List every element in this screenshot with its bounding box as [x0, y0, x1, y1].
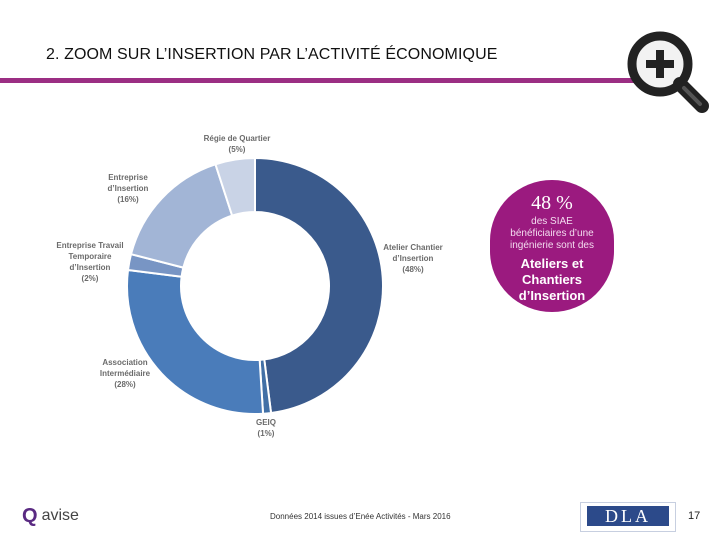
dla-logo-text: DLA	[587, 506, 669, 526]
avise-logo-word: avise	[41, 507, 79, 524]
slice-label-5: Régie de Quartier (5%)	[204, 134, 271, 154]
slice-label-4: Entreprise d’Insertion (16%)	[108, 173, 149, 204]
avise-logo-mark: Q	[22, 504, 38, 527]
slice-label-0: Atelier Chantier d’Insertion (48%)	[383, 243, 443, 274]
slide-title: 2. ZOOM SUR L’INSERTION PAR L’ACTIVITÉ É…	[46, 46, 498, 63]
slice-label-2: Association Intermédiaire (28%)	[100, 358, 151, 389]
page-number: 17	[688, 510, 701, 522]
avise-logo: Q avise	[22, 505, 79, 527]
donut-slice-5	[214, 156, 256, 217]
top-band	[0, 0, 720, 30]
slice-labels: Atelier Chantier d’Insertion (48%) GEIQ (1%)…	[56, 134, 442, 438]
donut-slice-2	[126, 268, 265, 415]
callout-bubble: 48 % des SIAE bénéficiaires d’une ingéni…	[490, 180, 614, 312]
donut-slice-0	[254, 156, 384, 415]
title-rule	[0, 78, 640, 83]
magnifier-plus-icon	[627, 31, 709, 113]
slice-label-3: Entreprise Travail Temporaire d’Insertion(…	[56, 241, 123, 283]
footer-source: Données 2014 issues d’Enée Activités - M…	[270, 512, 451, 521]
callout-percentage: 48 %	[531, 192, 573, 214]
callout-highlight: Ateliers et Chantiers d’Insertion	[518, 256, 586, 303]
donut-chart: Atelier Chantier d’Insertion (48%) GEIQ (1%)…	[56, 134, 442, 438]
callout-text: des SIAE bénéficiaires d’une ingénierie …	[510, 216, 594, 251]
donut-slices	[126, 156, 384, 415]
slice-label-1: GEIQ (1%)	[256, 418, 276, 438]
dla-logo: DLA	[580, 502, 676, 532]
